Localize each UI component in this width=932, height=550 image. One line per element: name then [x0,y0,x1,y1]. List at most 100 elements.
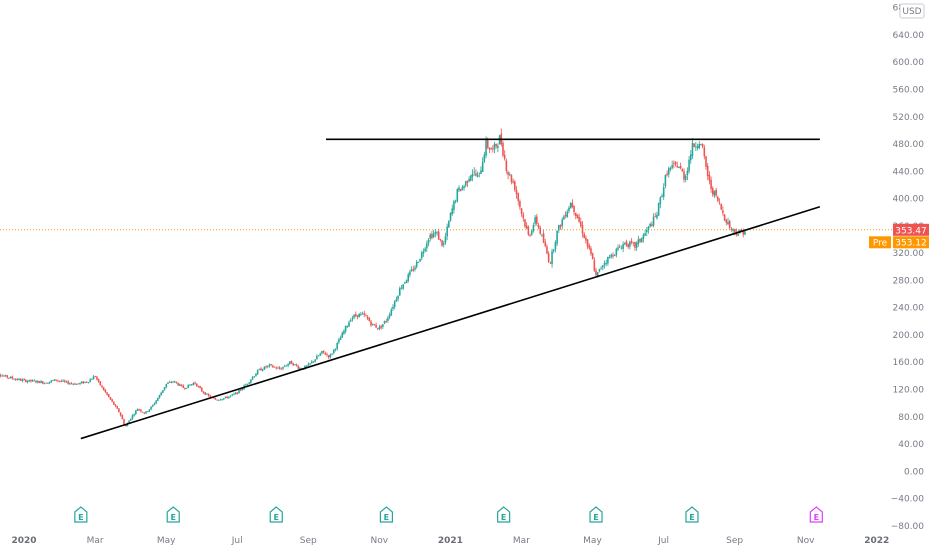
candle [541,234,543,237]
candle [263,366,266,371]
candle [172,381,174,384]
candle [387,315,389,323]
earnings-marker[interactable]: E [269,506,283,523]
candle [410,266,413,272]
candle [698,141,701,150]
candle [168,380,171,383]
candle [290,360,293,364]
candle [282,366,284,371]
candle [327,354,330,360]
earnings-label: E [814,513,819,522]
candle [102,386,105,391]
currency-badge[interactable]: USD [899,3,925,19]
candle [503,150,506,161]
candle [402,283,404,291]
candle [353,314,355,320]
candle [4,374,7,377]
candle [275,366,278,370]
candle [57,379,59,383]
candle [58,380,61,383]
candle [728,219,731,230]
candle [368,317,371,322]
candles [0,128,746,427]
candle [426,240,428,252]
candle [623,242,626,246]
candle [647,225,650,234]
candle [354,311,357,318]
candle [295,363,298,367]
candle [463,184,465,191]
candle [6,375,9,379]
candle [221,399,223,401]
candle [654,212,657,218]
candle [510,174,513,185]
candle [162,390,164,394]
trendline-support[interactable] [80,205,821,440]
candle [507,170,509,180]
earnings-marker[interactable]: E [685,506,699,523]
y-tick-label: 200.00 [893,331,925,341]
candle [238,389,240,394]
candle [551,248,553,268]
candle [97,378,100,383]
candle [610,253,613,259]
candle [630,238,633,245]
candle [74,382,76,385]
y-axis[interactable]: 680.00640.00600.00560.00520.00480.00440.… [891,4,925,532]
earnings-marker[interactable]: E [497,506,511,523]
candle [718,198,721,205]
candle [566,209,569,218]
x-axis[interactable]: 2020 Mar May Jul Sep Nov 2021 Mar May Jul Sep Nov 20… [11,536,889,546]
candle [683,168,685,183]
pre-market-value: 353.12 [895,238,927,248]
candle [18,378,20,381]
candle [204,392,207,396]
earnings-icon [809,506,823,523]
candle [80,381,83,384]
earnings-label: E [78,513,83,522]
last-price-value: 353.47 [895,226,927,236]
candle [552,248,555,254]
x-tick-label: Sep [300,536,317,546]
candle [558,224,560,233]
earnings-marker[interactable]: E [589,506,603,523]
earnings-icon [166,506,180,523]
x-tick-label: Mar [87,536,104,546]
candle [77,383,80,385]
candle [448,220,450,228]
candle [412,265,415,273]
candle [344,325,347,334]
candle [512,178,514,184]
candle [246,383,249,386]
candle [382,324,384,329]
candle [602,265,604,271]
candle [52,379,54,382]
candle [600,265,602,270]
candle [163,387,166,391]
candle [36,380,39,384]
candle [378,324,381,331]
candle [444,232,447,245]
pre-market-badge: Pre 353.12 [869,236,929,249]
earnings-marker-future[interactable]: E [809,506,823,523]
y-tick-label: 320.00 [893,249,925,259]
candle [585,235,587,244]
candle [676,161,679,168]
candle [464,180,467,188]
candle [618,244,621,248]
candle [701,143,704,149]
earnings-marker[interactable]: E [74,506,88,523]
candle [524,218,526,229]
candle [346,325,349,329]
candle [405,279,408,284]
candle [441,239,443,247]
candle [539,225,542,235]
earnings-label: E [170,513,175,522]
candle [11,375,14,380]
earnings-marker[interactable]: E [379,506,394,523]
earnings-marker[interactable]: E [166,506,180,523]
candle [458,185,460,193]
candle [131,414,134,420]
candle [202,391,205,395]
